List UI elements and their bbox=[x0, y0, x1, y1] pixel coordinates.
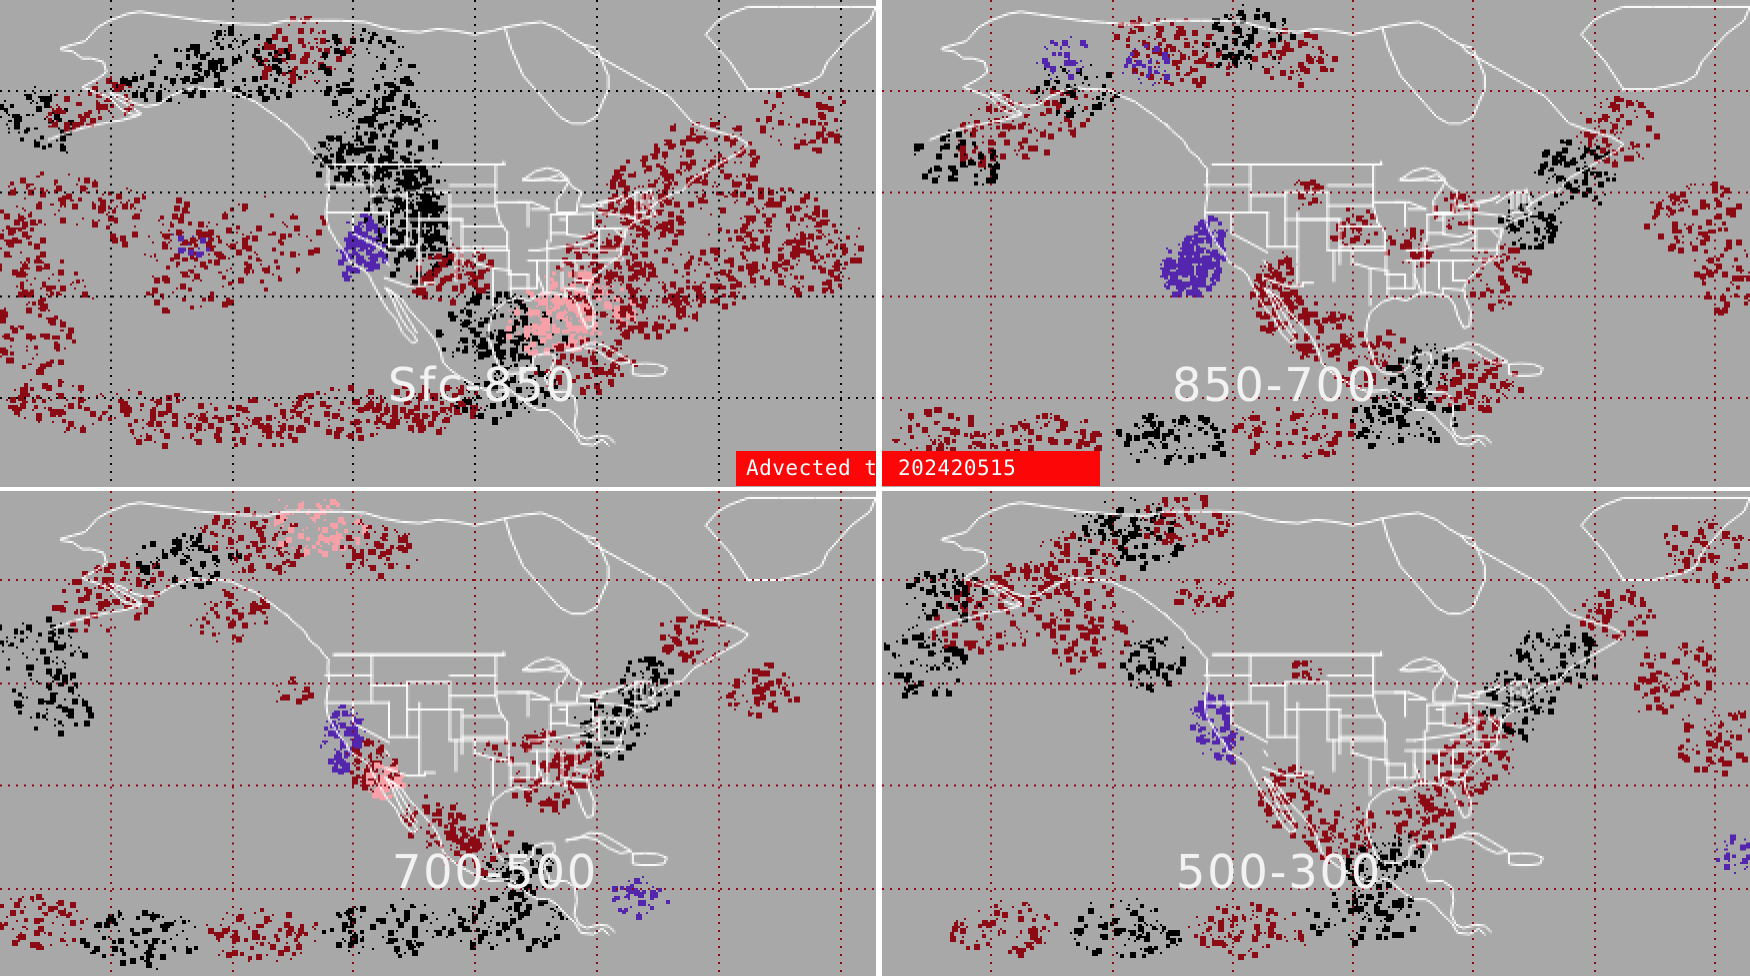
map-panel-500-300[interactable] bbox=[882, 491, 1750, 976]
map-canvas-500-300 bbox=[882, 491, 1750, 976]
map-canvas-sfc-850 bbox=[0, 0, 876, 487]
map-panel-700-500[interactable] bbox=[0, 491, 876, 976]
map-canvas-700-500 bbox=[0, 491, 876, 976]
panel-divider-horizontal bbox=[0, 487, 1750, 491]
map-canvas-850-700 bbox=[882, 0, 1750, 487]
map-panel-sfc-850[interactable] bbox=[0, 0, 876, 487]
map-panel-850-700[interactable] bbox=[882, 0, 1750, 487]
